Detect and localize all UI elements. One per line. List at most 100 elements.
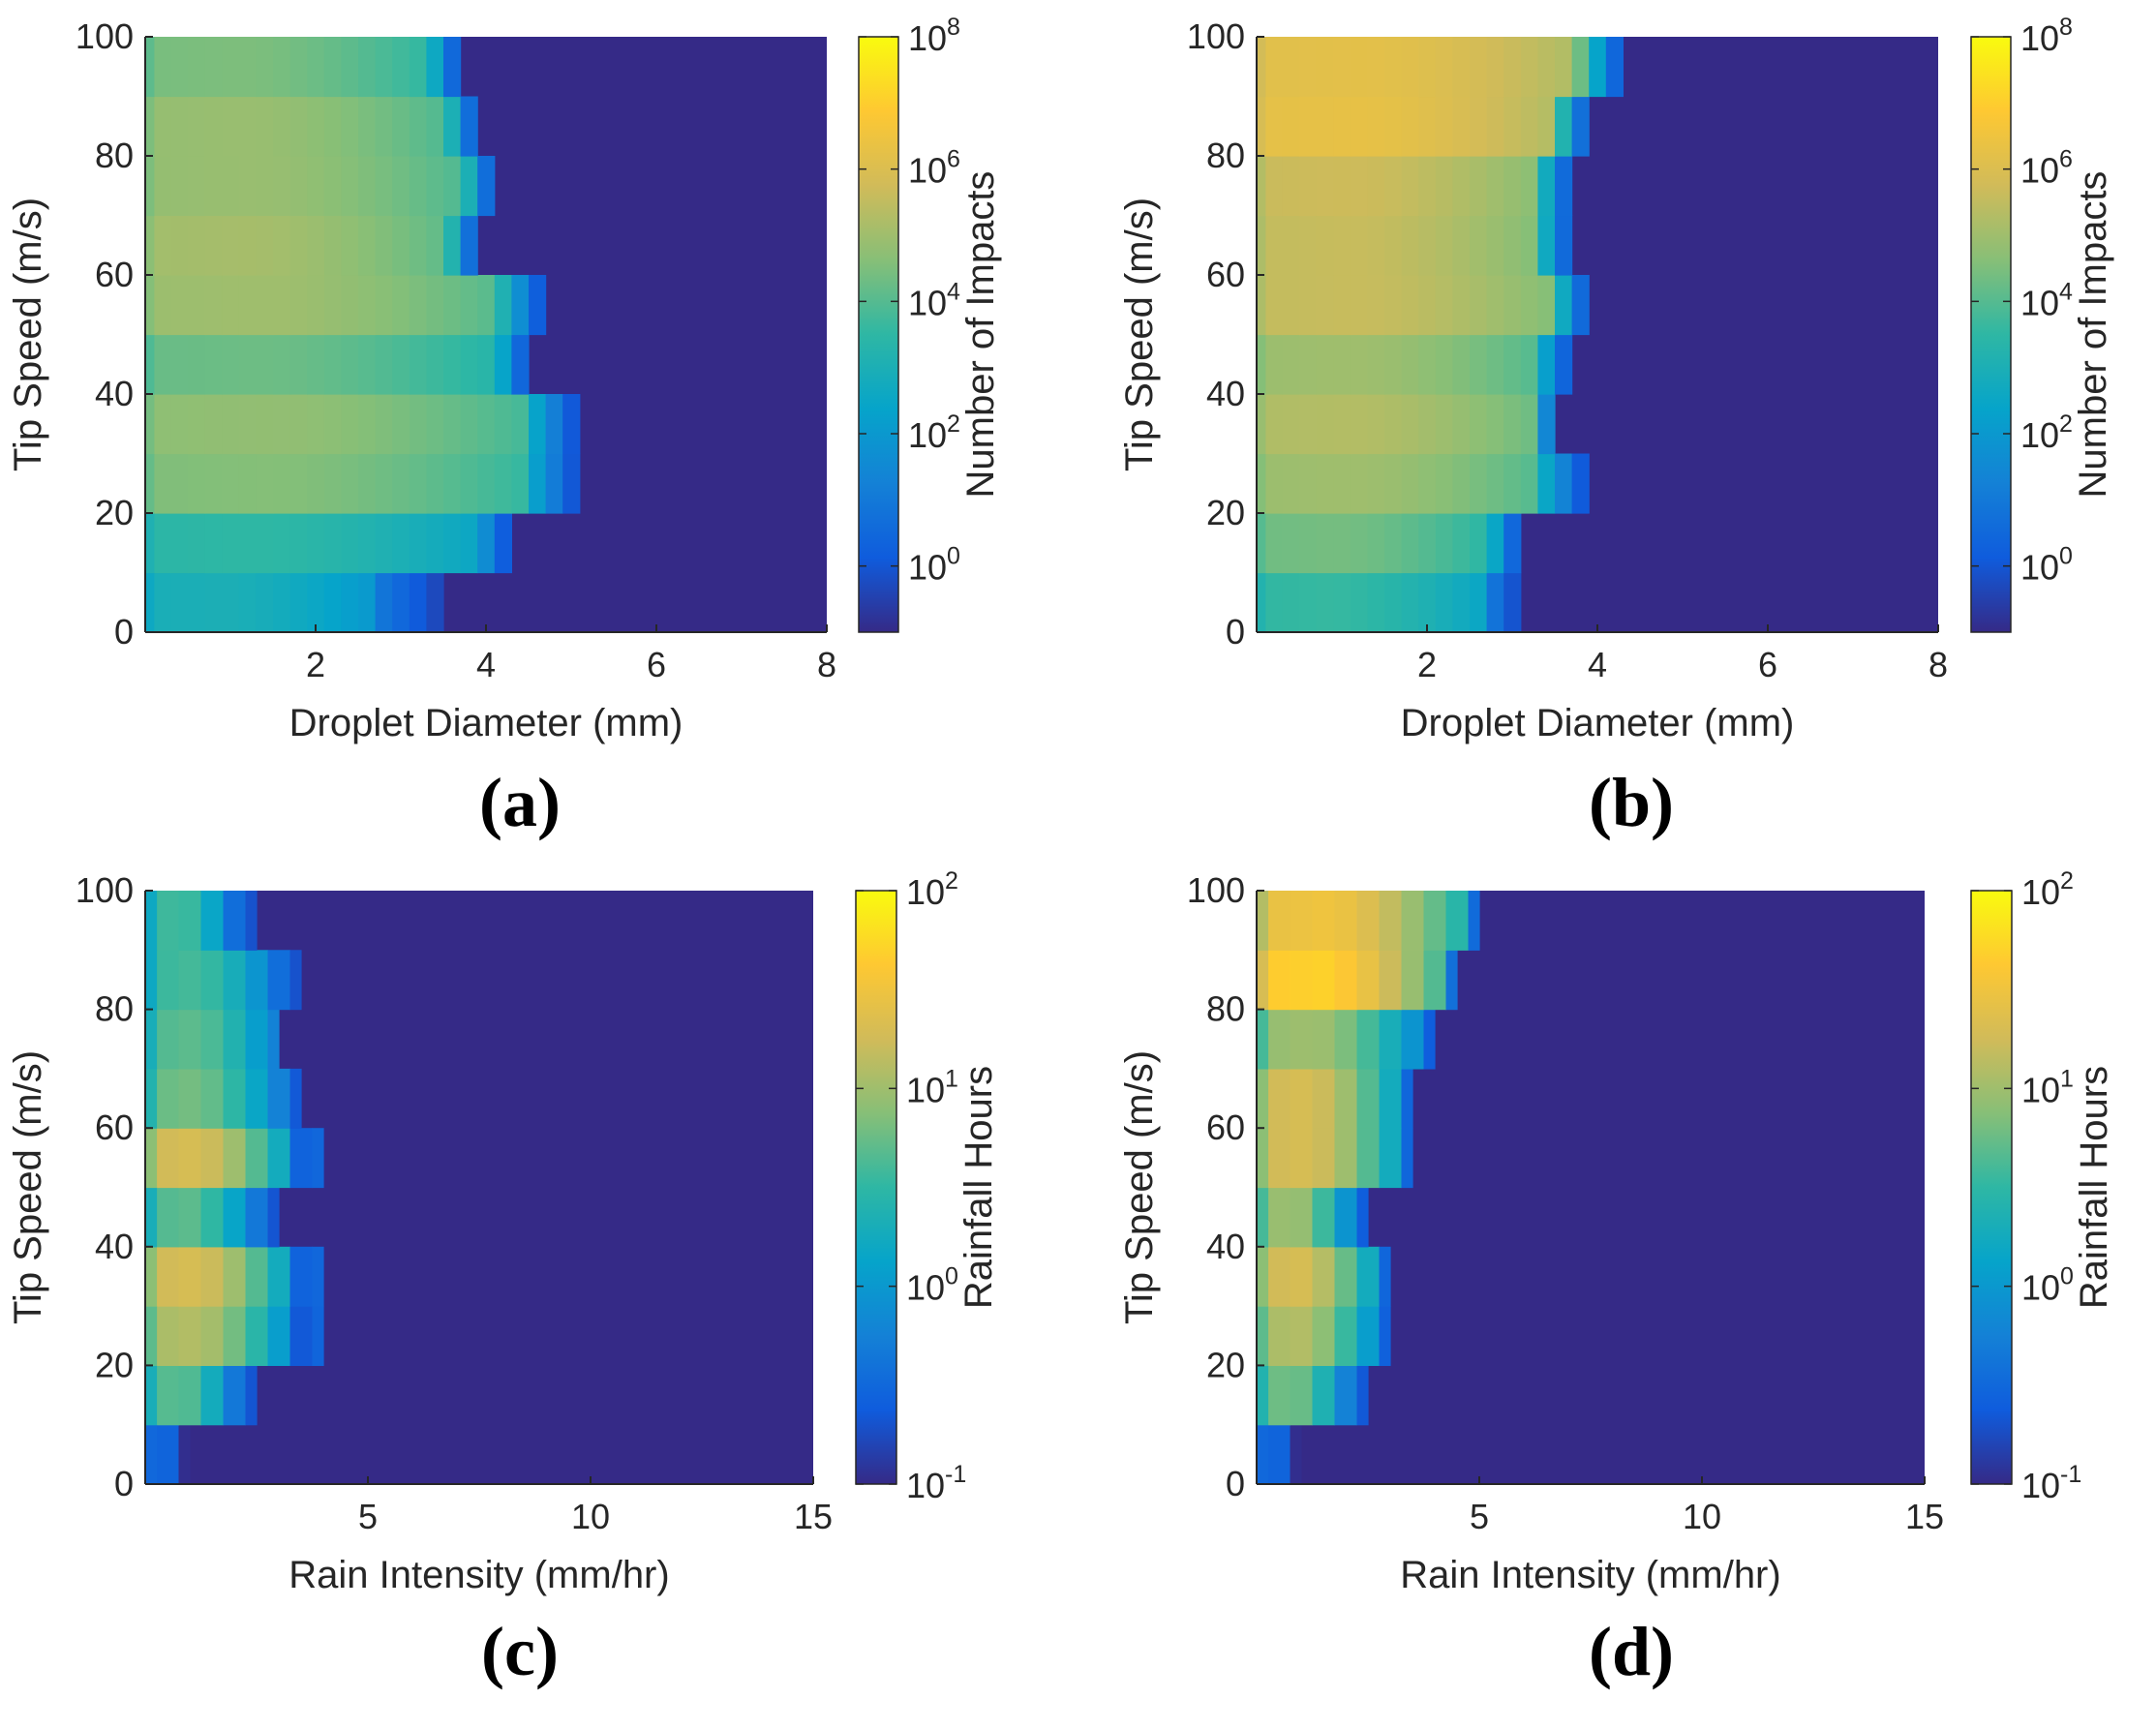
heatmap-cell: [1350, 453, 1368, 514]
heatmap-cell: [178, 950, 202, 1011]
colorbar: [1970, 36, 2012, 633]
heatmap-cell: [1470, 96, 1488, 157]
x-tick-label: 4: [476, 645, 496, 684]
heatmap-cell: [358, 96, 377, 157]
heatmap-cell: [178, 1365, 202, 1426]
heatmap-cell: [145, 96, 155, 157]
panel-label: (a): [479, 764, 561, 841]
heatmap-cell: [1290, 1068, 1314, 1129]
heatmap-cell: [1452, 96, 1471, 157]
heatmap-cell: [1520, 215, 1538, 276]
heatmap-cell: [1334, 1365, 1358, 1426]
heatmap-cell: [1384, 96, 1403, 157]
heatmap-cell: [1367, 394, 1385, 455]
heatmap-cell: [238, 334, 257, 395]
heatmap-cell: [1470, 513, 1488, 574]
heatmap-cell: [222, 572, 240, 633]
heatmap-cell: [170, 334, 189, 395]
heatmap-cell: [1267, 1009, 1291, 1070]
heatmap-cell: [156, 891, 180, 951]
heatmap-cell: [1418, 394, 1437, 455]
y-axis-label: Tip Speed (m/s): [1118, 1050, 1161, 1324]
heatmap-cell: [153, 37, 171, 98]
heatmap-cell: [1401, 156, 1419, 217]
heatmap-cell: [1299, 96, 1318, 157]
heatmap-cell: [341, 334, 359, 395]
heatmap-cell: [1486, 156, 1504, 217]
heatmap-cell: [1401, 37, 1419, 98]
heatmap-cell: [323, 334, 342, 395]
heatmap-cell: [1267, 1424, 1291, 1485]
heatmap-cell: [409, 96, 427, 157]
heatmap-cell: [460, 96, 478, 157]
heatmap-cell: [1290, 1187, 1314, 1248]
heatmap-cell: [156, 1187, 180, 1248]
heatmap-cell: [1282, 334, 1300, 395]
heatmap-cell: [1333, 513, 1351, 574]
colorbar-label: Number of Impacts: [2072, 171, 2114, 499]
heatmap-cell: [511, 275, 530, 336]
heatmap-cell: [1503, 37, 1522, 98]
heatmap-cell: [1282, 96, 1300, 157]
heatmap-cell: [1350, 215, 1368, 276]
colorbar-tick-label: 101: [2021, 1065, 2074, 1109]
heatmap-cell: [289, 453, 308, 514]
heatmap-cell: [1452, 37, 1471, 98]
heatmap-cell: [256, 572, 274, 633]
heatmap-cell: [511, 453, 530, 514]
heatmap-cell: [204, 513, 223, 574]
heatmap-cell: [1486, 96, 1504, 157]
heatmap-cell: [1401, 1128, 1413, 1189]
heatmap-cell: [494, 513, 512, 574]
heatmap-cell: [1316, 572, 1334, 633]
heatmap-cell: [1333, 572, 1351, 633]
heatmap-cell: [223, 1128, 247, 1189]
heatmap-cell: [358, 394, 377, 455]
heatmap-cell: [178, 1306, 202, 1366]
x-tick-label: 8: [1928, 645, 1948, 684]
heatmap-cell: [153, 275, 171, 336]
heatmap-cell: [1384, 334, 1403, 395]
colorbar-label: Number of Impacts: [959, 171, 1002, 499]
x-tick-label: 15: [1905, 1497, 1944, 1536]
heatmap-cell: [256, 37, 274, 98]
heatmap-cell: [323, 96, 342, 157]
heatmap-cell: [289, 1306, 314, 1366]
heatmap-cell: [307, 572, 325, 633]
heatmap-cell: [1435, 37, 1453, 98]
heatmap-cell: [426, 156, 444, 217]
heatmap-cell: [1452, 513, 1471, 574]
heatmap-cell: [1571, 275, 1590, 336]
heatmap-cell: [223, 891, 247, 951]
heatmap-cell: [1379, 1306, 1391, 1366]
heatmap-cell: [358, 572, 377, 633]
heatmap-cell: [1589, 37, 1607, 98]
x-tick-label: 2: [306, 645, 325, 684]
heatmap-cell: [1367, 275, 1385, 336]
heatmap-cell: [1257, 1009, 1269, 1070]
heatmap-cell: [145, 1187, 158, 1248]
heatmap-cell: [1401, 394, 1419, 455]
heatmap-cell: [1282, 572, 1300, 633]
heatmap-cell: [156, 1068, 180, 1129]
heatmap-cell: [1299, 156, 1318, 217]
heatmap-cell: [1267, 1365, 1291, 1426]
heatmap-cell: [323, 394, 342, 455]
heatmap-cell: [443, 37, 462, 98]
heatmap-cell: [1379, 1068, 1403, 1129]
heatmap-cell: [1316, 215, 1334, 276]
heatmap-cell: [153, 394, 171, 455]
colorbar-tick-label: 108: [2020, 14, 2073, 58]
heatmap-cell: [1537, 334, 1556, 395]
heatmap-cell: [358, 37, 377, 98]
heatmap-cell: [392, 572, 410, 633]
heatmap-cell: [392, 453, 410, 514]
heatmap-cell: [178, 1068, 202, 1129]
heatmap-cell: [375, 96, 393, 157]
heatmap-cell: [145, 513, 155, 574]
heatmap-cell: [460, 156, 478, 217]
heatmap-cell: [1418, 334, 1437, 395]
colorbar-tick-label: 102: [2021, 867, 2074, 912]
heatmap-cell: [289, 1246, 314, 1307]
heatmap-cell: [170, 394, 189, 455]
